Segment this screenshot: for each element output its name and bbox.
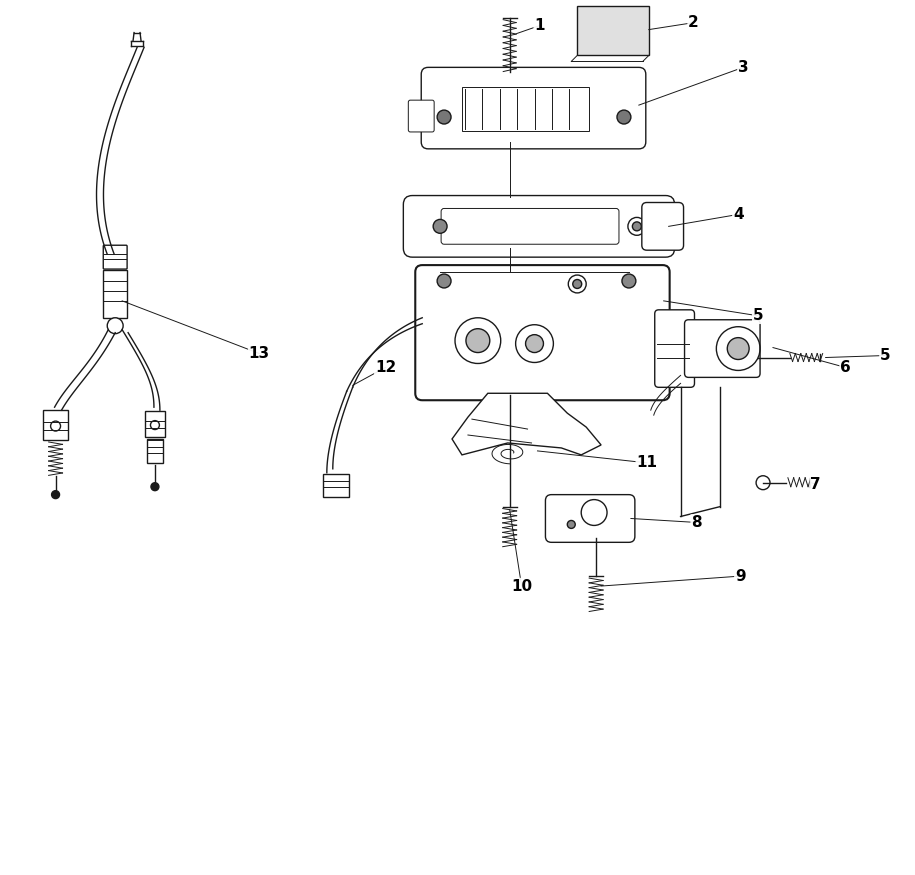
FancyBboxPatch shape [421, 67, 646, 149]
Text: 5: 5 [880, 348, 890, 363]
Text: 13: 13 [249, 346, 270, 361]
Circle shape [622, 274, 636, 288]
Bar [145, 411, 165, 437]
Circle shape [433, 220, 447, 234]
Text: 7: 7 [811, 477, 821, 493]
FancyBboxPatch shape [545, 494, 635, 542]
Text: 9: 9 [735, 569, 746, 584]
Circle shape [756, 476, 770, 490]
FancyBboxPatch shape [103, 245, 127, 270]
FancyBboxPatch shape [641, 202, 684, 250]
FancyBboxPatch shape [415, 265, 670, 400]
Circle shape [466, 329, 490, 353]
Text: 11: 11 [636, 455, 657, 471]
Text: 4: 4 [733, 206, 744, 222]
Bar [462, 88, 589, 131]
Bar [577, 6, 649, 55]
Bar [43, 410, 69, 440]
Circle shape [437, 110, 451, 124]
Bar [147, 439, 163, 463]
FancyBboxPatch shape [408, 100, 434, 132]
Circle shape [51, 491, 59, 499]
Circle shape [151, 483, 159, 491]
FancyBboxPatch shape [441, 208, 619, 244]
Circle shape [567, 521, 576, 528]
Text: 8: 8 [691, 515, 702, 530]
Circle shape [437, 274, 451, 288]
Circle shape [525, 334, 544, 353]
Circle shape [107, 318, 124, 333]
Polygon shape [452, 393, 601, 455]
Circle shape [632, 222, 641, 231]
Text: 3: 3 [737, 60, 748, 75]
FancyBboxPatch shape [404, 195, 674, 257]
FancyBboxPatch shape [655, 310, 694, 388]
Text: 2: 2 [688, 15, 699, 30]
Text: 5: 5 [753, 308, 763, 323]
Text: 10: 10 [511, 578, 533, 593]
Text: 1: 1 [534, 18, 544, 33]
Bar [323, 473, 349, 497]
Bar [103, 270, 127, 318]
Text: 12: 12 [375, 360, 396, 375]
FancyBboxPatch shape [684, 319, 760, 377]
Circle shape [573, 279, 582, 289]
Text: 6: 6 [840, 360, 851, 375]
Circle shape [617, 110, 630, 124]
Circle shape [727, 338, 749, 360]
